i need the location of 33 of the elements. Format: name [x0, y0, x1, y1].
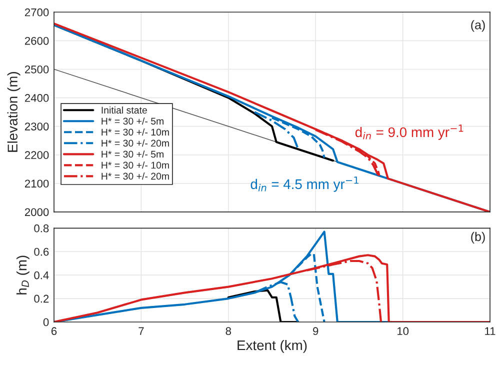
y-tick-label: 2700 [24, 8, 49, 16]
y-tick-label: 2200 [24, 151, 49, 160]
y-tick-label: 2300 [24, 122, 49, 130]
y-tick-label: 0.4 [34, 271, 49, 280]
x-tick-label: 7 [138, 327, 144, 335]
x-tick-label: 10 [397, 327, 409, 336]
x-tick-label: 8 [226, 327, 232, 336]
y-tick-label: 0 [43, 318, 49, 326]
annotation: d$_{in}$ = 4.5 mm yr$^{−1}$ [250, 176, 358, 192]
y-tick-label: 2100 [24, 180, 49, 188]
legend-label: H* = 30 +/- 5m [102, 117, 164, 125]
legend-label: H* = 30 +/- 20m [102, 139, 169, 147]
annotation: (b) [471, 232, 485, 244]
y-tick-label: 2000 [24, 208, 49, 216]
annotation: (a) [471, 20, 485, 32]
legend-label: H* = 30 +/- 10m [102, 162, 169, 169]
x-tick-label: 11 [485, 327, 496, 335]
legend-label: H* = 30 +/- 20m [102, 172, 169, 180]
y-tick-label: 0.8 [34, 224, 49, 232]
legend-label: H* = 30 +/- 5m [102, 150, 164, 158]
y-tick-label: 0.6 [34, 248, 49, 256]
legend-label: Initial state [102, 106, 147, 114]
legend-label: H* = 30 +/- 10m [102, 128, 169, 136]
y-tick-label: 2600 [24, 36, 49, 45]
y-tick-label: 0.2 [34, 294, 49, 303]
x-tick-label: 6 [51, 327, 57, 336]
x-tick-label: 9 [313, 327, 318, 336]
y-tick-label: 2500 [24, 66, 49, 74]
y-axis-title: Elevation (m) [7, 72, 20, 152]
annotation: d$_{in}$ = 9.0 mm yr$^{−1}$ [355, 124, 464, 140]
y-axis-title: h$_{D}$ (m) [16, 256, 30, 294]
y-tick-label: 2400 [24, 94, 49, 102]
x-axis-title: Extent (km) [238, 340, 307, 353]
